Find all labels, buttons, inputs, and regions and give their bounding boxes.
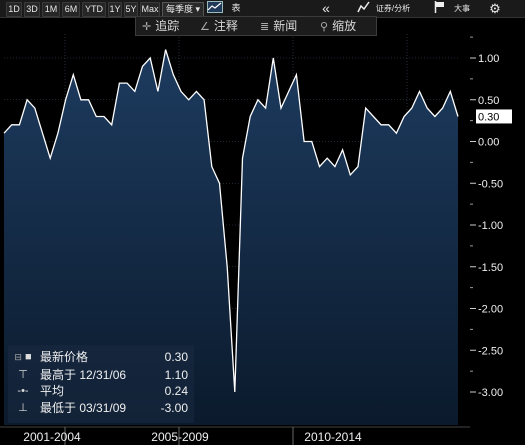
annotate-tool[interactable]: ∠ 注释 [200, 17, 238, 35]
zoom-tool[interactable]: ⚲ 缩放 [320, 17, 356, 35]
y-tick-label: 1.00 [478, 53, 499, 65]
x-tick-label: 2001-2004 [23, 430, 81, 444]
track-label: 追踪 [155, 19, 180, 33]
legend-label: 平均 [40, 384, 65, 398]
period-5y-button[interactable]: 5Y [124, 2, 138, 17]
double-chevron-left-icon[interactable]: « [322, 0, 330, 16]
legend: ⊟ ■ 最新价格 0.30 ⊤ 最高于 12/31/06 1.10 -•- 平均… [8, 345, 194, 423]
y-tick-label: 0.50 [478, 95, 499, 107]
chart-analysis-icon[interactable] [356, 1, 370, 16]
news-icon: ≣ [260, 21, 270, 33]
legend-value: 0.24 [164, 384, 188, 398]
legend-value: -3.00 [160, 401, 188, 415]
period-3d-button[interactable]: 3D [24, 2, 40, 17]
track-tool[interactable]: ✛ 追踪 [142, 17, 179, 35]
legend-label: 最低于 03/31/09 [40, 401, 127, 415]
chart-tools-bar: ✛ 追踪 ∠ 注释 ≣ 新闻 ⚲ 缩放 [135, 16, 377, 36]
flag-icon[interactable] [432, 1, 446, 16]
low-marker-icon: ⊥ [18, 402, 28, 414]
x-tick-label: 2005-2009 [151, 430, 209, 444]
average-marker-icon: -•- [17, 385, 29, 397]
analysis-glyph [356, 1, 370, 13]
y-tick-label: 0.00 [478, 137, 499, 149]
area-chart-glyph [207, 1, 223, 13]
annotate-label: 注释 [213, 19, 238, 33]
period-ytd-button[interactable]: YTD [82, 2, 106, 17]
y-tick-label: -0.50 [478, 178, 503, 190]
pencil-icon: ∠ [200, 21, 210, 33]
y-tick-label: -3.00 [478, 387, 503, 399]
gear-icon[interactable]: ⚙ [489, 1, 501, 16]
y-tick-label: -2.00 [478, 304, 503, 316]
last-value-tag-text: 0.30 [478, 111, 499, 123]
y-tick-label: -1.50 [478, 262, 503, 274]
legend-label: 最高于 12/31/06 [40, 368, 127, 382]
frequency-label: 每季度 [165, 4, 193, 14]
x-axis: 2001-2004 2005-2009 2010-2014 [0, 426, 470, 445]
legend-row-high[interactable]: ⊤ 最高于 12/31/06 1.10 [8, 367, 194, 383]
legend-square-icon: ⊟ ■ [14, 351, 32, 363]
legend-row-average[interactable]: -•- 平均 0.24 [8, 383, 194, 399]
news-tool[interactable]: ≣ 新闻 [260, 17, 297, 35]
legend-row-last-price[interactable]: ⊟ ■ 最新价格 0.30 [8, 349, 194, 365]
high-marker-icon: ⊤ [18, 369, 28, 381]
period-1m-button[interactable]: 1M [42, 2, 60, 17]
period-max-button[interactable]: Max [140, 2, 160, 17]
area-chart-icon[interactable] [206, 1, 224, 16]
news-label: 新闻 [273, 19, 298, 33]
compare-label[interactable]: 证券/分析 [375, 4, 411, 13]
period-6m-button[interactable]: 6M [62, 2, 80, 17]
crosshair-icon: ✛ [142, 21, 152, 33]
period-1d-button[interactable]: 1D [6, 2, 22, 17]
chart-type-label[interactable]: 表 [231, 3, 241, 13]
last-value-tag: 0.30 [476, 109, 512, 124]
legend-row-low[interactable]: ⊥ 最低于 03/31/09 -3.00 [8, 400, 194, 416]
legend-label: 最新价格 [40, 350, 89, 364]
series-line [3, 49, 459, 393]
flag-glyph [434, 1, 444, 13]
legend-value: 1.10 [164, 368, 188, 382]
zoom-label: 缩放 [332, 19, 357, 33]
magnifier-icon: ⚲ [320, 21, 329, 33]
last-value-tag-box [476, 109, 512, 124]
y-tick-label: -1.00 [478, 220, 503, 232]
frequency-select[interactable]: 每季度 ▾ [162, 2, 204, 17]
legend-value: 0.30 [164, 350, 188, 364]
x-tick-label: 2010-2014 [304, 430, 362, 444]
period-1y-button[interactable]: 1Y [108, 2, 122, 17]
y-axis: 1.00 0.50 0.00 -0.50 -1.00 -1.50 -2.00 -2.50 -3.… [470, 36, 503, 399]
y-tick-label: -2.50 [478, 345, 503, 357]
chevron-down-icon: ▾ [192, 4, 201, 14]
event-label[interactable]: 大事 [454, 4, 470, 13]
series-area [4, 49, 458, 425]
